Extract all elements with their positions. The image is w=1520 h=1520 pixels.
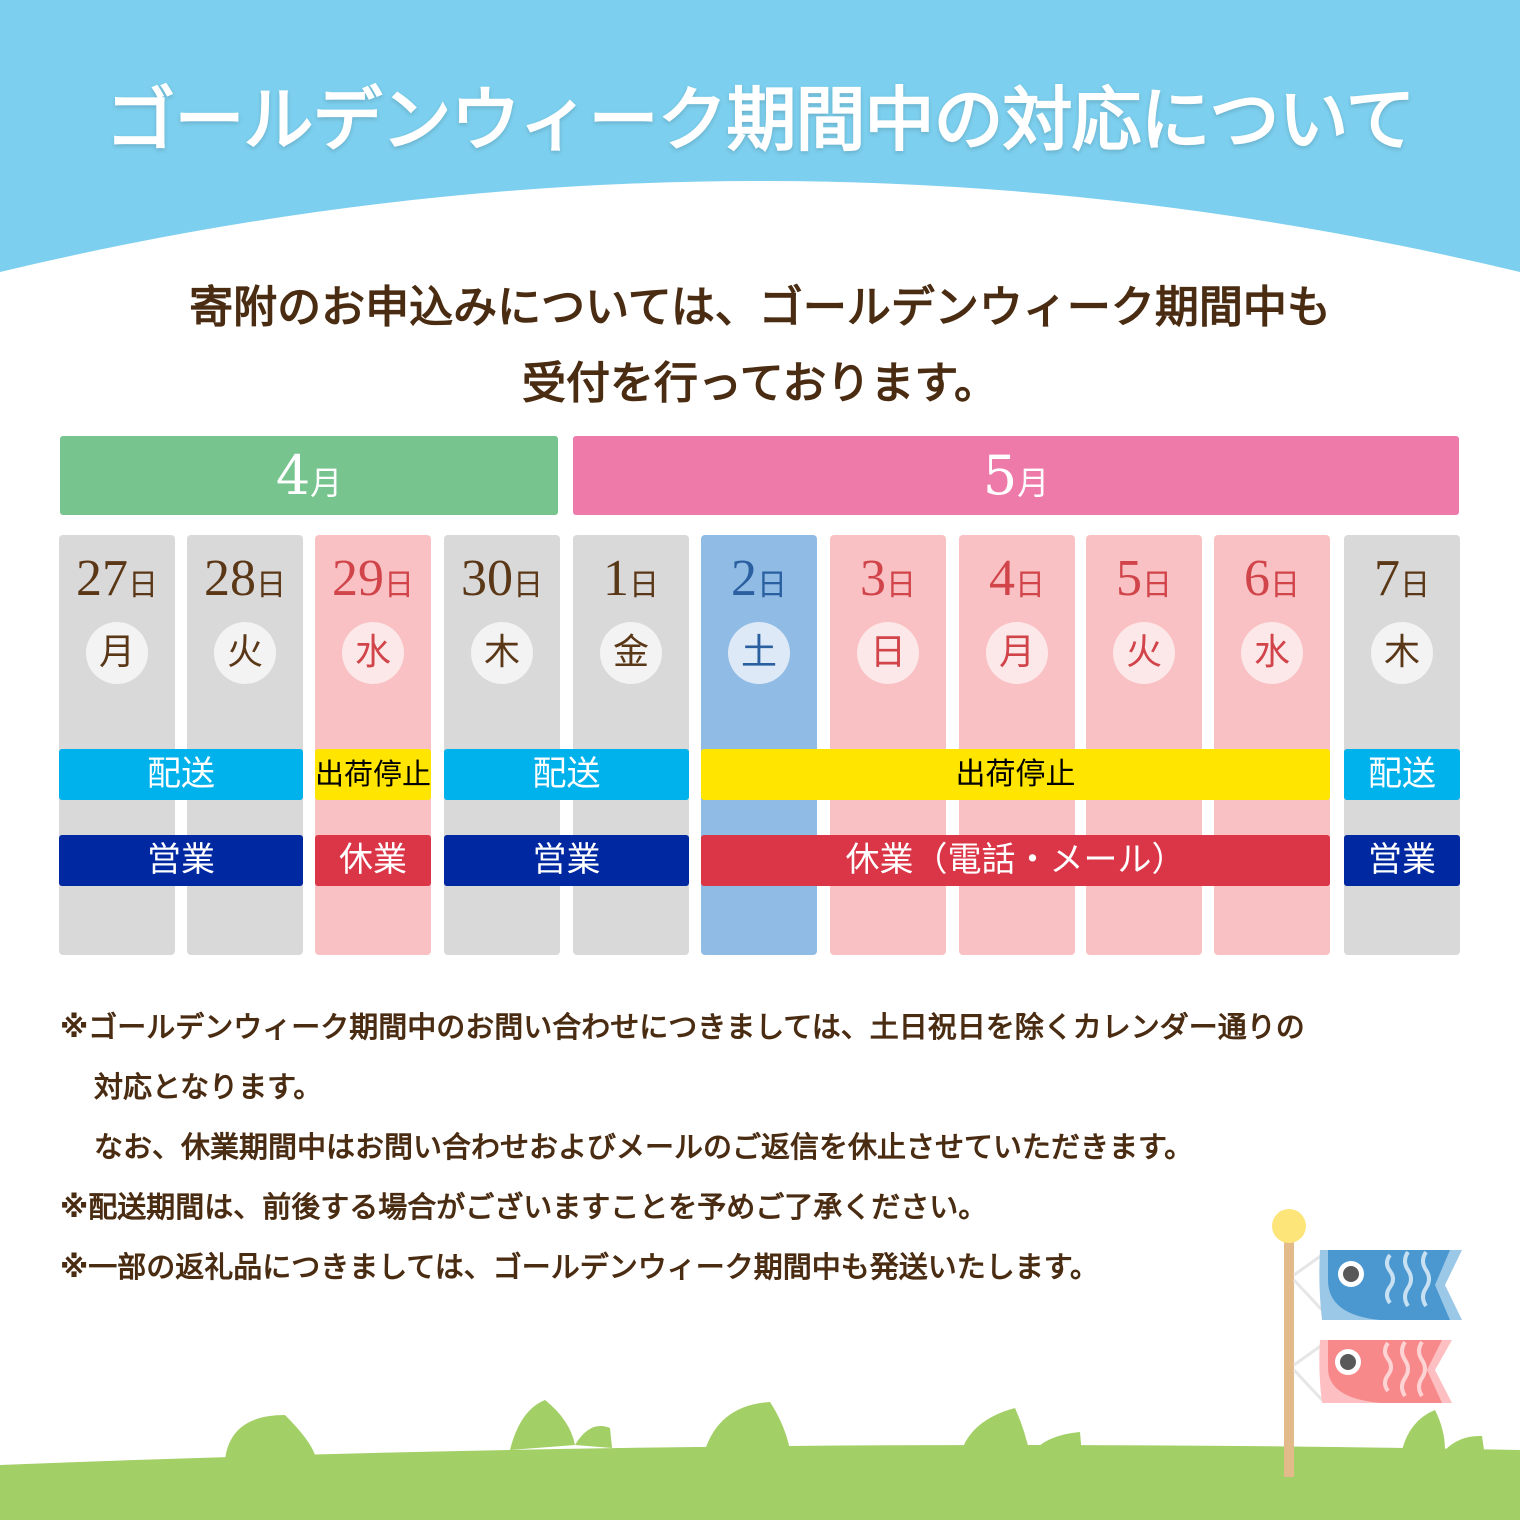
day-date: 5日 — [1086, 549, 1202, 608]
month-header-april: 4月 — [60, 436, 558, 515]
day-date: 29日 — [315, 549, 431, 608]
page-title: ゴールデンウィーク期間中の対応について — [105, 79, 1416, 161]
day-column: 30日木 — [444, 535, 560, 955]
day-column: 4日月 — [959, 535, 1075, 955]
day-number: 1 — [603, 550, 629, 607]
blue-carp-icon — [1319, 1250, 1462, 1320]
shipping-bar-stop: 出荷停止 — [701, 749, 1330, 800]
day-number: 6 — [1244, 550, 1270, 607]
day-column: 2日土 — [701, 535, 817, 955]
day-number: 28 — [204, 550, 256, 607]
day-column: 27日月 — [59, 535, 175, 955]
day-number: 5 — [1116, 550, 1142, 607]
weekday-badge: 木 — [471, 622, 533, 684]
day-date: 30日 — [444, 549, 560, 608]
shipping-bar-ship: 配送 — [1344, 749, 1460, 800]
business-bar-closed: 休業 — [315, 835, 431, 886]
weekday-badge: 月 — [86, 622, 148, 684]
shipping-bar-ship: 配送 — [444, 749, 689, 800]
weekday-badge: 水 — [1241, 622, 1303, 684]
day-date: 4日 — [959, 549, 1075, 608]
day-unit: 日 — [886, 569, 916, 602]
day-number: 2 — [731, 550, 757, 607]
weekday-badge: 木 — [1371, 622, 1433, 684]
day-column: 7日木 — [1344, 535, 1460, 955]
grass-illustration — [0, 1400, 1520, 1520]
note-line: ※一部の返礼品につきましては、ゴールデンウィーク期間中も発送いたします。 — [60, 1250, 1099, 1284]
weekday-badge: 月 — [986, 622, 1048, 684]
day-unit: 日 — [1015, 569, 1045, 602]
weekday-badge: 火 — [1113, 622, 1175, 684]
business-bar-open: 営業 — [59, 835, 303, 886]
business-bar-closed: 休業（電話・メール） — [701, 835, 1330, 886]
month-unit: 月 — [310, 464, 343, 502]
day-unit: 日 — [757, 569, 787, 602]
day-unit: 日 — [384, 569, 414, 602]
subtitle-line: 寄附のお申込みについては、ゴールデンウィーク期間中も — [189, 282, 1331, 333]
month-number: 4 — [275, 444, 311, 507]
day-date: 28日 — [187, 549, 303, 608]
weekday-badge: 水 — [342, 622, 404, 684]
month-number: 5 — [982, 444, 1018, 507]
day-unit: 日 — [1142, 569, 1172, 602]
weekday-badge: 日 — [857, 622, 919, 684]
day-unit: 日 — [1400, 569, 1430, 602]
day-unit: 日 — [513, 569, 543, 602]
pole — [1272, 1209, 1306, 1477]
day-date: 7日 — [1344, 549, 1460, 608]
subtitle-line: 受付を行っております。 — [521, 358, 999, 409]
day-column: 29日水 — [315, 535, 431, 955]
day-number: 27 — [76, 550, 128, 607]
day-unit: 日 — [128, 569, 158, 602]
day-number: 29 — [332, 550, 384, 607]
notes: ※ゴールデンウィーク期間中のお問い合わせにつきましては、土日祝日を除くカレンダー… — [60, 1000, 1480, 1300]
day-unit: 日 — [1270, 569, 1300, 602]
day-unit: 日 — [256, 569, 286, 602]
business-bar-open: 営業 — [444, 835, 689, 886]
note-line: ※配送期間は、前後する場合がございますことを予めご了承ください。 — [60, 1190, 988, 1224]
note-line: ※ゴールデンウィーク期間中のお問い合わせにつきましては、土日祝日を除くカレンダー… — [60, 1010, 1305, 1044]
day-column: 3日日 — [830, 535, 946, 955]
day-column: 1日金 — [573, 535, 689, 955]
day-unit: 日 — [629, 569, 659, 602]
koinobori-illustration — [1272, 1209, 1462, 1477]
shipping-bar-ship: 配送 — [59, 749, 303, 800]
note-line: なお、休業期間中はお問い合わせおよびメールのご返信を休止させていただきます。 — [94, 1130, 1194, 1164]
weekday-badge: 土 — [728, 622, 790, 684]
day-number: 4 — [989, 550, 1015, 607]
weekday-badge: 金 — [600, 622, 662, 684]
sky-background — [0, 0, 1520, 272]
day-date: 1日 — [573, 549, 689, 608]
day-column: 6日水 — [1214, 535, 1330, 955]
day-column: 5日火 — [1086, 535, 1202, 955]
weekday-badge: 火 — [214, 622, 276, 684]
day-date: 2日 — [701, 549, 817, 608]
day-number: 3 — [860, 550, 886, 607]
day-column: 28日火 — [187, 535, 303, 955]
note-line: 対応となります。 — [94, 1070, 323, 1104]
day-number: 7 — [1374, 550, 1400, 607]
red-carp-icon — [1319, 1340, 1452, 1403]
day-date: 3日 — [830, 549, 946, 608]
month-header-may: 5月 — [573, 436, 1459, 515]
day-number: 30 — [461, 550, 513, 607]
month-unit: 月 — [1017, 464, 1050, 502]
shipping-bar-stop: 出荷停止 — [315, 749, 431, 800]
day-date: 6日 — [1214, 549, 1330, 608]
subtitle: 寄附のお申込みについては、ゴールデンウィーク期間中も 受付を行っております。 — [0, 270, 1520, 422]
day-date: 27日 — [59, 549, 175, 608]
business-bar-open: 営業 — [1344, 835, 1460, 886]
